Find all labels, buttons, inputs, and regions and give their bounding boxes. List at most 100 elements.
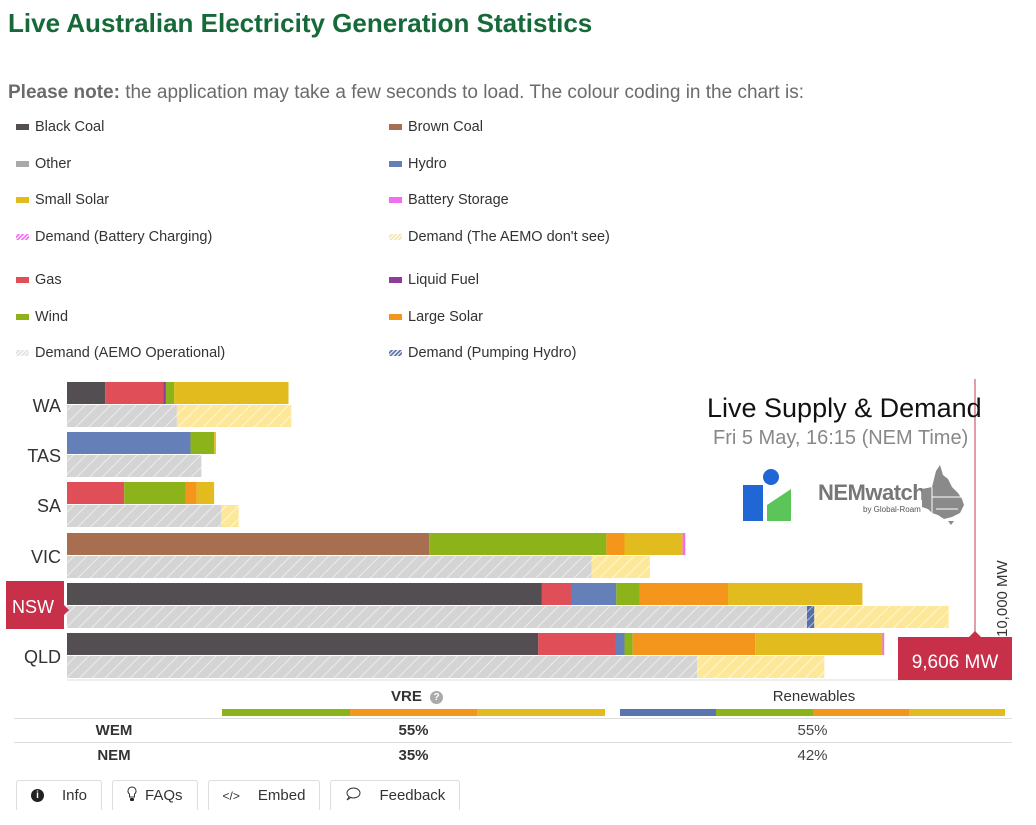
- legend-item-brown-coal: Brown Coal: [389, 118, 483, 136]
- legend-item-other: Other: [16, 155, 71, 173]
- note-text: the application may take a few seconds t…: [119, 82, 804, 103]
- legend-swatch: [16, 313, 29, 320]
- ief-logo-icon: [743, 469, 791, 521]
- legend-label: Large Solar: [408, 308, 483, 325]
- legend-label: Black Coal: [35, 119, 105, 135]
- bar-demand-nsw-demand-aemo-operational: [67, 606, 807, 628]
- tab-label: Info: [62, 787, 88, 804]
- legend-item-black-coal: Black Coal: [16, 118, 104, 136]
- legend-item-wind: Wind: [16, 308, 68, 326]
- highlight-value: 9,606 MW: [912, 652, 999, 673]
- legend-label: Demand (Battery Charging): [35, 228, 213, 245]
- legend-swatch: [389, 233, 402, 240]
- bar-supply-tas-small-solar: [214, 432, 216, 454]
- legend-swatch: [389, 313, 402, 320]
- speech-bubble-icon: [345, 787, 361, 804]
- nemwatch-logo: NEMwatch by Global-Roam: [818, 480, 926, 514]
- live-timestamp: Fri 5 May, 16:15 (NEM Time): [713, 427, 969, 449]
- region-label-wa[interactable]: WA: [33, 396, 61, 416]
- bar-supply-nsw-gas: [541, 583, 571, 605]
- legend-swatch: [16, 160, 29, 167]
- vre-colour-bar: [222, 709, 606, 716]
- colour-bar-segment: [620, 709, 717, 716]
- bar-supply-tas-wind: [190, 432, 215, 454]
- bar-demand-qld-demand-the-aemo-don-t-see: [697, 656, 825, 678]
- colour-bar-segment: [477, 709, 606, 716]
- vre-header-label: VRE: [390, 688, 422, 705]
- bar-supply-wa-wind: [166, 382, 175, 404]
- bar-supply-wa-gas: [105, 382, 164, 404]
- tab-faqs[interactable]: FAQs: [112, 780, 198, 810]
- legend-item-small-solar: Small Solar: [16, 191, 109, 209]
- highlight-callout: 9,606 MW: [898, 631, 1012, 680]
- bar-supply-wa-liquid-fuel: [163, 382, 166, 404]
- colour-bar-segment: [349, 709, 478, 716]
- bar-supply-vic-brown-coal: [67, 533, 430, 555]
- legend-swatch: [389, 160, 402, 167]
- tab-label: Feedback: [379, 787, 446, 804]
- bar-demand-nsw-demand-pumping-hydro: [807, 606, 815, 628]
- live-title: Live Supply & Demand: [707, 393, 982, 423]
- bar-supply-tas-hydro: [67, 432, 191, 454]
- legend-label: Hydro: [408, 155, 447, 172]
- bar-supply-sa-wind: [124, 482, 186, 504]
- bar-demand-wa-demand-aemo-operational: [67, 405, 177, 427]
- tab-feedback[interactable]: Feedback: [330, 780, 461, 810]
- colour-bar-segment: [716, 709, 813, 716]
- region-label-sa[interactable]: SA: [37, 496, 61, 516]
- legend-swatch: [389, 197, 402, 203]
- region-label-tas[interactable]: TAS: [27, 446, 61, 466]
- bar-supply-sa-small-solar: [196, 482, 215, 504]
- legend-swatch: [16, 350, 29, 356]
- australia-map-icon: [922, 465, 964, 525]
- legend-label: Gas: [35, 272, 62, 288]
- tab-label: Embed: [257, 787, 306, 804]
- renewables-header: Renewables: [772, 688, 856, 705]
- bar-supply-nsw-wind: [616, 583, 640, 605]
- legend-item-demand-battery-charging: Demand (Battery Charging): [16, 228, 212, 246]
- question-circle-icon[interactable]: ?: [430, 690, 443, 704]
- renewables-value: 42%: [797, 747, 828, 764]
- legend-item-demand-pumping-hydro: Demand (Pumping Hydro): [389, 344, 576, 362]
- tab-info[interactable]: i Info: [16, 780, 103, 810]
- bar-supply-vic-wind: [429, 533, 607, 555]
- lightbulb-icon: [127, 786, 137, 805]
- legend-swatch: [16, 124, 29, 130]
- tab-embed[interactable]: </> Embed: [207, 780, 321, 810]
- colour-bar-segment: [222, 709, 350, 716]
- bar-demand-sa-demand-aemo-operational: [67, 505, 222, 527]
- region-label-vic[interactable]: VIC: [31, 547, 61, 567]
- legend-item-gas: Gas: [16, 271, 62, 289]
- info-circle-icon: i: [31, 789, 44, 802]
- bar-supply-qld-hydro: [615, 633, 625, 655]
- nemwatch-logo-sub: by Global-Roam: [863, 505, 921, 514]
- legend-label: Demand (AEMO Operational): [35, 345, 226, 361]
- bar-demand-vic-demand-the-aemo-don-t-see: [591, 556, 650, 578]
- note-bold: Please note:: [8, 82, 120, 103]
- summary-divider: [14, 742, 1012, 743]
- vre-header: VRE ?: [222, 688, 612, 705]
- legend-label: Liquid Fuel: [408, 272, 479, 288]
- vre-value: 55%: [398, 722, 429, 739]
- bar-demand-sa-demand-the-aemo-don-t-see: [221, 505, 239, 527]
- legend-label: Demand (Pumping Hydro): [408, 345, 577, 361]
- load-note: Please note: the application may take a …: [8, 82, 804, 104]
- bar-supply-wa-black-coal: [67, 382, 106, 404]
- nemwatch-logo-text: NEMwatch: [818, 480, 926, 505]
- bar-supply-qld-battery-storage: [882, 633, 885, 655]
- bar-supply-qld-gas: [538, 633, 616, 655]
- legend-label: Other: [35, 155, 72, 172]
- renewables-value: 55%: [797, 722, 828, 739]
- bar-supply-vic-large-solar: [606, 533, 625, 555]
- region-label-qld[interactable]: QLD: [24, 647, 61, 667]
- legend-item-demand-the-aemo-don-t-see: Demand (The AEMO don't see): [389, 228, 610, 246]
- bar-demand-qld-demand-aemo-operational: [67, 656, 698, 678]
- legend-swatch: [389, 350, 402, 356]
- market-label: NEM: [97, 747, 131, 764]
- bottom-tabs: i Info FAQs </> Embed Feedback: [16, 780, 470, 810]
- legend-swatch: [16, 277, 29, 283]
- region-label-highlight-nsw[interactable]: NSW: [6, 581, 69, 629]
- bar-demand-tas-demand-aemo-operational: [67, 455, 202, 477]
- bar-demand-wa-demand-the-aemo-don-t-see: [176, 405, 292, 427]
- legend-label: Wind: [35, 308, 69, 325]
